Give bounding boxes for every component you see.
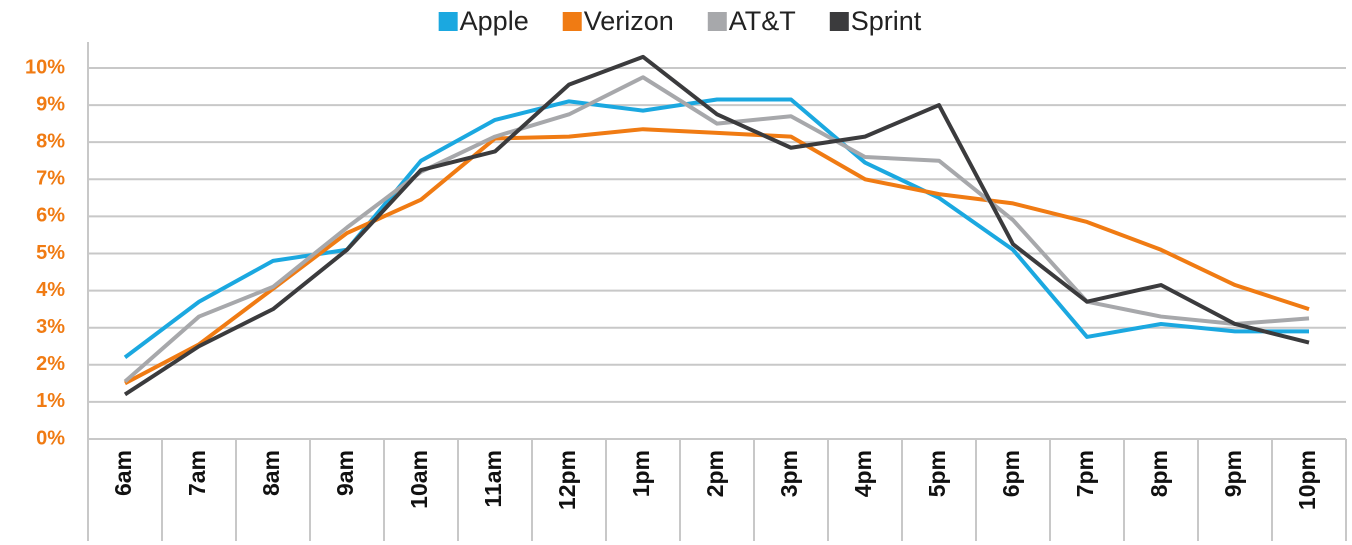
series-line [123,97,1309,359]
y-tick-label: 3% [36,316,65,338]
x-tick-label: 9am [332,450,358,496]
x-tick-label: 12pm [554,450,580,510]
legend-swatch [438,12,458,31]
x-tick-label: 10pm [1294,450,1320,510]
series-line [124,127,1310,386]
y-tick-label: 8% [36,130,65,152]
legend-swatch [707,12,727,31]
x-tick-label: 11am [480,450,506,508]
y-tick-label: 9% [36,93,65,115]
y-tick-label: 2% [36,353,65,375]
legend-label: Verizon [584,6,674,36]
legend-label: Sprint [851,6,922,36]
x-tick-label: 7pm [1072,450,1098,497]
y-tick-label: 1% [36,390,65,412]
x-tick-label: 8pm [1146,450,1172,497]
y-tick-label: 5% [36,242,65,264]
y-tick-label: 6% [36,205,65,227]
x-tick-label: 7am [184,450,210,496]
x-tick-label: 9pm [1220,450,1246,497]
y-tick-label: 0% [36,427,65,449]
x-tick-label: 3pm [776,450,802,497]
legend-swatch [562,12,582,31]
x-tick-label: 10am [406,450,432,509]
y-tick-label: 10% [25,56,65,78]
x-tick-label: 6pm [998,450,1024,497]
x-tick-label: 6am [110,450,136,496]
legend-label: Apple [460,6,529,36]
y-tick-label: 4% [36,279,65,301]
legend-swatch [829,12,849,31]
series-line [123,75,1310,383]
series-line [123,54,1310,397]
x-tick-label: 8am [258,450,284,496]
x-tick-label: 1pm [628,450,654,497]
y-tick-label: 7% [36,168,65,190]
x-tick-label: 5pm [924,450,950,497]
x-tick-label: 4pm [850,450,876,497]
legend-label: AT&T [729,6,796,36]
x-tick-label: 2pm [702,450,728,497]
